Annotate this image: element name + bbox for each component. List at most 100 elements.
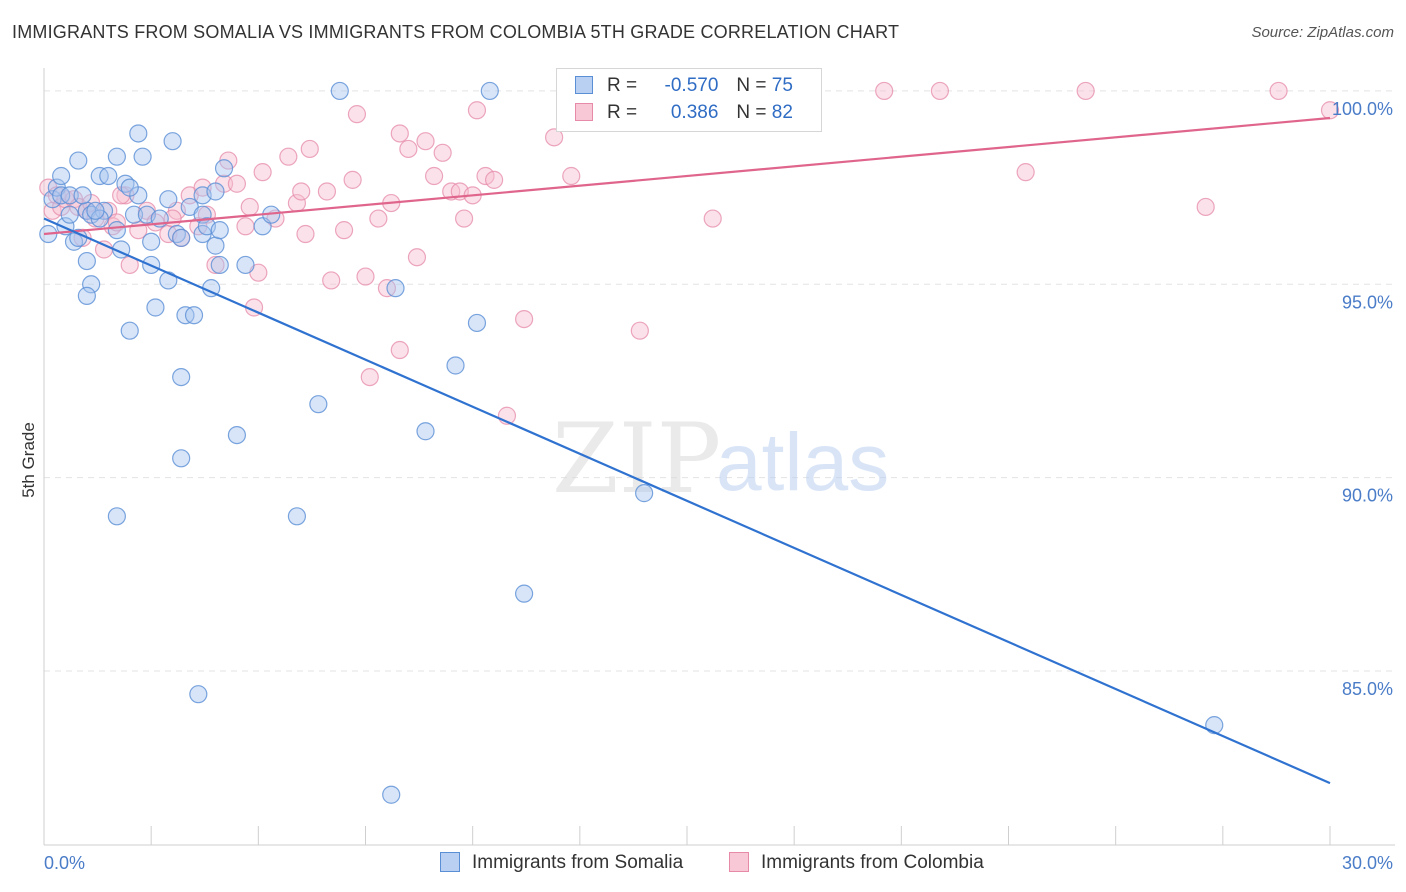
data-point-somalia [227, 425, 246, 445]
data-point-somalia [635, 484, 654, 503]
data-point-somalia [120, 321, 139, 340]
axes [43, 68, 1395, 846]
data-point-colombia [416, 132, 435, 151]
chart-title: IMMIGRANTS FROM SOMALIA VS IMMIGRANTS FR… [12, 22, 900, 42]
data-point-colombia [1269, 81, 1288, 101]
data-point-colombia [545, 128, 564, 147]
data-point-somalia [172, 449, 191, 468]
data-point-somalia [107, 221, 126, 240]
data-point-somalia [172, 367, 191, 387]
data-point-somalia [120, 178, 139, 197]
data-point-colombia [1196, 197, 1215, 217]
legend-r-label: R = [607, 75, 638, 96]
data-point-somalia [77, 286, 96, 305]
data-point-somalia [382, 785, 401, 804]
legend-r-label: R = [607, 102, 638, 123]
data-point-somalia [330, 81, 349, 101]
series-colombia-points [39, 81, 1340, 425]
data-point-colombia [227, 174, 246, 193]
legend-r-value-colombia: 0.386 [670, 102, 719, 123]
data-point-somalia [467, 313, 487, 333]
data-point-colombia [433, 143, 452, 162]
data-point-colombia [399, 139, 418, 159]
data-point-colombia [369, 209, 388, 228]
grid-lines [44, 90, 1395, 672]
legend-swatch-somalia [440, 852, 460, 872]
data-point-colombia [206, 255, 225, 275]
data-point-colombia [515, 309, 534, 329]
data-point-colombia [347, 105, 367, 124]
series-somalia-points [39, 81, 1224, 804]
data-point-colombia [279, 147, 298, 166]
chart-source: Source: ZipAtlas.com [1251, 24, 1394, 41]
data-point-colombia [322, 271, 341, 290]
data-point-colombia [390, 124, 409, 143]
data-point-colombia [292, 182, 311, 201]
legend-n-value-somalia: 75 [771, 75, 793, 96]
data-point-colombia [317, 182, 337, 201]
data-point-colombia [334, 221, 354, 240]
data-point-somalia [124, 205, 144, 224]
data-point-somalia [43, 190, 62, 209]
data-point-somalia [446, 356, 465, 375]
data-point-somalia [1205, 716, 1224, 735]
legend-item-colombia: Immigrants from Colombia [729, 852, 984, 874]
data-point-colombia [1076, 81, 1095, 101]
legend-swatch-colombia [729, 852, 749, 872]
x-tick-label: 30.0% [1342, 853, 1393, 873]
y-tick-label: 95.0% [1342, 292, 1393, 312]
data-point-colombia [454, 209, 474, 228]
data-point-somalia [236, 255, 255, 275]
data-point-somalia [99, 166, 118, 186]
legend-item-somalia: Immigrants from Somalia [440, 852, 683, 874]
data-point-colombia [343, 170, 362, 189]
data-point-somalia [60, 205, 79, 224]
data-point-somalia [386, 279, 405, 298]
data-point-colombia [356, 267, 375, 286]
data-point-somalia [52, 166, 71, 186]
data-point-somalia [146, 298, 165, 317]
data-point-somalia [480, 81, 499, 101]
data-point-somalia [184, 306, 204, 325]
data-point-colombia [236, 217, 255, 236]
legend-row-somalia: R = -0.570 N = 75 [575, 75, 793, 101]
data-point-somalia [133, 147, 152, 166]
data-point-colombia [467, 101, 487, 120]
legend-r-value-somalia: -0.570 [664, 75, 719, 96]
legend-n-label: N = [736, 102, 767, 123]
data-point-colombia [240, 197, 259, 217]
watermark: ZIP atlas [552, 403, 889, 515]
data-point-somalia [129, 124, 148, 143]
data-point-colombia [253, 163, 272, 182]
data-point-somalia [416, 422, 435, 441]
data-point-somalia [287, 507, 307, 526]
legend-row-colombia: R = 0.386 N = 82 [575, 102, 793, 128]
data-point-somalia [86, 201, 105, 220]
data-point-somalia [142, 232, 161, 251]
data-point-somalia [210, 255, 229, 275]
data-point-somalia [77, 251, 96, 271]
tick-labels: 100.0% 95.0% 90.0% 85.0% 0.0% 30.0% [44, 99, 1393, 873]
data-point-somalia [163, 132, 182, 151]
data-point-colombia [296, 224, 315, 244]
y-tick-label: 100.0% [1332, 99, 1393, 119]
data-point-somalia [206, 236, 225, 255]
data-point-somalia [159, 271, 178, 290]
data-point-somalia [172, 228, 191, 247]
data-point-colombia [930, 81, 950, 101]
data-point-colombia [424, 166, 444, 186]
data-point-somalia [107, 507, 126, 526]
data-point-somalia [189, 685, 208, 704]
legend-label-colombia: Immigrants from Colombia [761, 852, 984, 873]
data-point-colombia [1016, 163, 1035, 182]
y-axis-label: 5th Grade [19, 422, 38, 498]
data-point-somalia [210, 221, 229, 240]
data-point-somalia [107, 147, 126, 166]
data-point-somalia [60, 186, 79, 205]
data-point-colombia [630, 321, 649, 340]
trend-lines [43, 116, 1331, 785]
data-point-somalia [206, 182, 225, 201]
data-point-colombia [875, 81, 894, 101]
data-point-colombia [407, 248, 427, 267]
